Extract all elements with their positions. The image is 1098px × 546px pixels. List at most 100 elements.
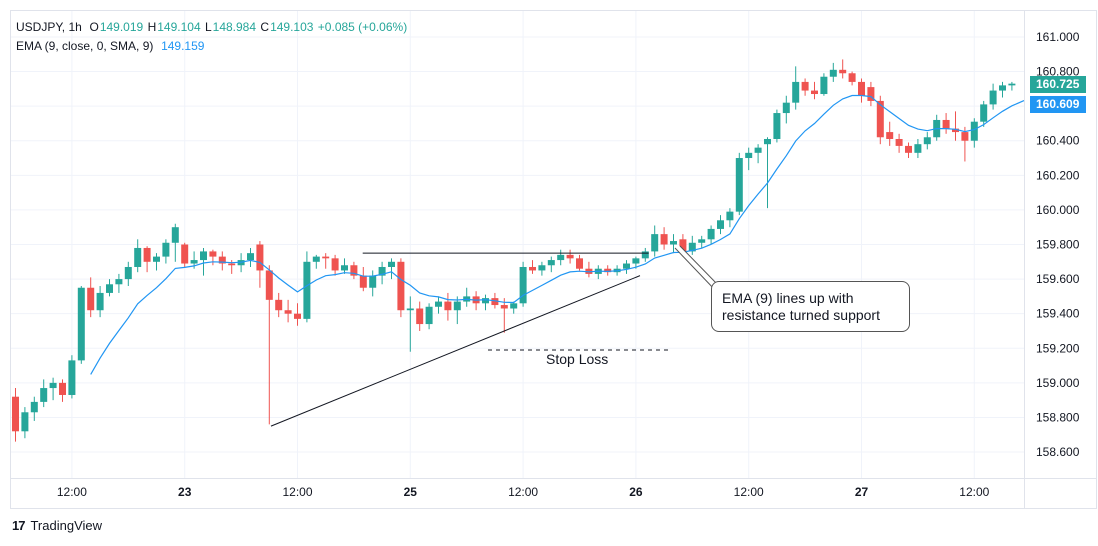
candle-body: [707, 228, 715, 240]
candle-body: [895, 138, 903, 146]
candle-body: [679, 239, 687, 252]
annotation-line-1: EMA (9) lines up with: [722, 290, 854, 306]
candle-body: [134, 247, 142, 267]
y-tick-label: 159.200: [1036, 341, 1080, 355]
candle-body: [171, 227, 179, 243]
candle-body: [510, 303, 518, 309]
candle-body: [87, 287, 95, 311]
candle-body: [322, 256, 330, 259]
candle-body: [359, 275, 367, 288]
candle-body: [914, 144, 922, 153]
candle-body: [143, 247, 151, 262]
y-tick-label: 161.000: [1036, 30, 1080, 44]
x-tick-label: 12:00: [508, 485, 538, 499]
candle-body: [632, 258, 640, 264]
candle-body: [369, 275, 377, 288]
candle-body: [209, 251, 217, 257]
open-label: O: [89, 20, 99, 34]
y-tick-label: 160.000: [1036, 203, 1080, 217]
candle-body: [59, 382, 66, 395]
candle-body: [453, 301, 461, 311]
ema-line: [90, 94, 1025, 375]
y-tick-label: 159.600: [1036, 272, 1080, 286]
candle-body: [124, 266, 132, 280]
candle-body: [40, 388, 48, 402]
y-tick-label: 159.800: [1036, 238, 1080, 252]
candle-body: [867, 87, 875, 101]
candle-body: [500, 305, 508, 309]
ema-label: EMA (9, close, 0, SMA, 9): [16, 39, 154, 53]
chart-frame: [10, 10, 1097, 509]
stop-loss-label: Stop Loss: [546, 351, 609, 367]
open-value: 149.019: [99, 20, 144, 34]
x-tick-label: 23: [178, 485, 192, 499]
candle-body: [388, 261, 395, 267]
change-value: +0.085 (+0.06%): [317, 20, 408, 34]
candle-body: [153, 256, 160, 262]
ohlc-legend: USDJPY, 1h O149.019 H149.104 L148.984 C1…: [16, 20, 408, 34]
candle-body: [876, 100, 884, 138]
candle-body: [425, 306, 433, 325]
candle-body: [529, 266, 536, 271]
candle-body: [698, 239, 706, 243]
candle-body: [717, 220, 724, 229]
candle-body: [350, 265, 358, 276]
y-tick-label: 158.800: [1036, 410, 1080, 424]
candle-body: [491, 298, 499, 306]
trend-line: [270, 275, 641, 427]
candle-body: [181, 244, 189, 264]
candle-body: [190, 260, 198, 264]
candle-body: [265, 270, 273, 300]
candle-body: [444, 301, 452, 311]
candle-body: [519, 266, 527, 304]
candle-body: [886, 132, 894, 139]
candle-body: [651, 234, 659, 252]
low-label: L: [204, 20, 212, 34]
candle-body: [303, 261, 311, 319]
candle-body: [604, 268, 612, 273]
candle-body: [331, 258, 339, 271]
candle-body: [294, 313, 301, 319]
candle-body: [12, 396, 19, 432]
candle-body: [829, 69, 837, 77]
candle-body: [566, 254, 574, 259]
candle-body: [96, 292, 104, 311]
candle-body: [547, 260, 555, 266]
candle-body: [77, 287, 85, 361]
candle-body: [228, 263, 236, 266]
tradingview-branding[interactable]: 17 TradingView: [12, 518, 102, 533]
candle-body: [782, 102, 790, 114]
candle-body: [688, 242, 696, 252]
candle-body: [735, 158, 743, 212]
candle-body: [30, 401, 38, 413]
y-tick-label: 158.600: [1036, 445, 1080, 459]
candle-body: [792, 81, 800, 103]
candle-body: [670, 241, 677, 245]
x-tick-label: 12:00: [734, 485, 764, 499]
candle-body: [989, 90, 997, 105]
last-price-tag: 160.725: [1030, 76, 1086, 93]
ema-legend[interactable]: EMA (9, close, 0, SMA, 9) 149.159: [16, 39, 205, 53]
candle-body: [576, 258, 583, 269]
candle-body: [952, 128, 959, 133]
x-tick-label: 12:00: [282, 485, 312, 499]
close-value: 149.103: [270, 20, 314, 34]
ema-value: 149.159: [161, 39, 205, 53]
candle-body: [115, 279, 123, 285]
candle-body: [961, 132, 969, 141]
tradingview-logo-icon: 17: [12, 518, 26, 533]
candle-body: [745, 152, 753, 159]
annotation-line-2: resistance turned support: [722, 307, 880, 323]
candle-body: [275, 299, 283, 311]
symbol-label: USDJPY, 1h: [16, 20, 82, 34]
candle-body: [801, 81, 809, 91]
candle-body: [726, 211, 734, 221]
y-tick-label: 160.200: [1036, 168, 1080, 182]
high-label: H: [147, 20, 157, 34]
x-tick-label: 27: [855, 485, 869, 499]
candle-body: [482, 298, 489, 304]
candle-body: [1008, 83, 1016, 86]
candle-body: [754, 147, 762, 153]
y-tick-label: 159.000: [1036, 376, 1080, 390]
